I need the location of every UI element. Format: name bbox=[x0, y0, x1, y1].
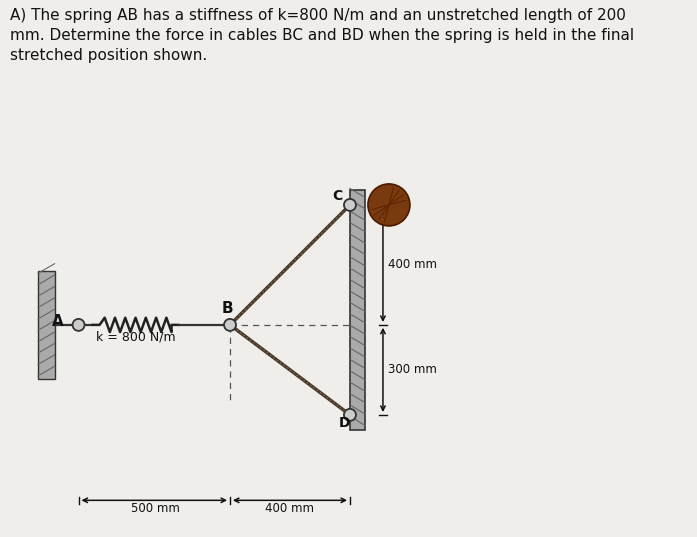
Text: 400 mm: 400 mm bbox=[266, 502, 314, 515]
Bar bbox=[350, 190, 365, 430]
Bar bbox=[38, 271, 54, 379]
Text: C: C bbox=[332, 190, 342, 204]
Circle shape bbox=[344, 199, 356, 211]
Circle shape bbox=[72, 319, 84, 331]
Circle shape bbox=[224, 319, 236, 331]
Text: B: B bbox=[221, 301, 233, 316]
Text: A: A bbox=[52, 314, 63, 329]
Text: 500 mm: 500 mm bbox=[130, 502, 179, 515]
Text: A) The spring AB has a stiffness of k=800 N/m and an unstretched length of 200
m: A) The spring AB has a stiffness of k=80… bbox=[10, 8, 634, 63]
Text: k = 800 N/m: k = 800 N/m bbox=[95, 330, 176, 344]
Circle shape bbox=[368, 184, 410, 226]
Text: 300 mm: 300 mm bbox=[388, 364, 437, 376]
Text: D: D bbox=[339, 416, 351, 430]
Circle shape bbox=[344, 409, 356, 421]
Text: 400 mm: 400 mm bbox=[388, 258, 437, 271]
